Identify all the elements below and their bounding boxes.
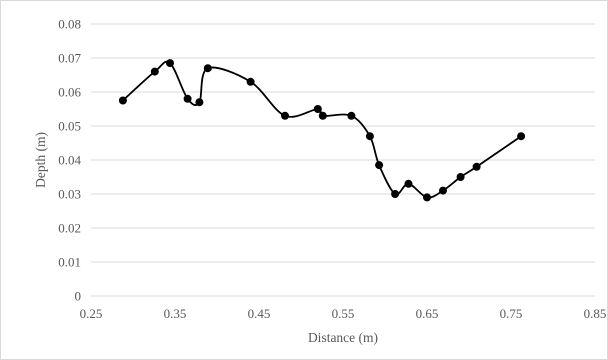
data-point — [404, 179, 413, 188]
y-tick-label: 0.03 — [58, 187, 81, 202]
x-tick-label: 0.45 — [248, 306, 271, 321]
y-axis-title: Depth (m) — [33, 132, 48, 188]
x-tick-label: 0.75 — [500, 306, 523, 321]
data-point — [150, 67, 159, 76]
data-point — [313, 105, 322, 113]
y-tick-label: 0.07 — [58, 51, 81, 66]
x-axis-ticks: 0.25 0.35 0.45 0.55 0.65 0.75 0.85 — [80, 306, 607, 321]
data-point — [281, 111, 289, 120]
data-point — [183, 94, 192, 103]
data-markers — [118, 59, 526, 202]
data-point — [118, 96, 127, 105]
y-tick-label: 0.06 — [58, 85, 81, 100]
y-tick-label: 0.04 — [58, 153, 81, 168]
data-point — [246, 77, 255, 86]
y-axis-ticks: 0 0.01 0.02 0.03 0.04 0.05 0.06 0.07 0.08 — [58, 17, 81, 304]
data-point — [472, 162, 481, 171]
data-point — [517, 132, 526, 141]
x-tick-label: 0.35 — [164, 306, 187, 321]
x-axis-title: Distance (m) — [308, 330, 378, 345]
y-tick-label: 0.05 — [58, 119, 81, 134]
data-point — [347, 111, 356, 120]
data-point — [318, 111, 327, 120]
gridlines — [91, 23, 595, 297]
x-tick-label: 0.65 — [416, 306, 439, 321]
x-tick-label: 0.55 — [332, 306, 355, 321]
data-point — [203, 64, 212, 73]
data-point — [456, 173, 465, 181]
x-tick-label: 0.85 — [584, 306, 607, 321]
data-point — [365, 132, 374, 141]
y-tick-label: 0.02 — [58, 221, 81, 236]
data-point — [195, 98, 204, 107]
data-point — [439, 186, 447, 195]
x-tick-label: 0.25 — [80, 306, 103, 321]
y-tick-label: 0 — [75, 289, 82, 304]
data-point — [166, 59, 174, 68]
data-point — [375, 161, 384, 170]
y-tick-label: 0.01 — [58, 255, 81, 270]
data-point — [391, 190, 400, 198]
y-tick-label: 0.08 — [58, 17, 81, 32]
data-point — [423, 193, 431, 202]
